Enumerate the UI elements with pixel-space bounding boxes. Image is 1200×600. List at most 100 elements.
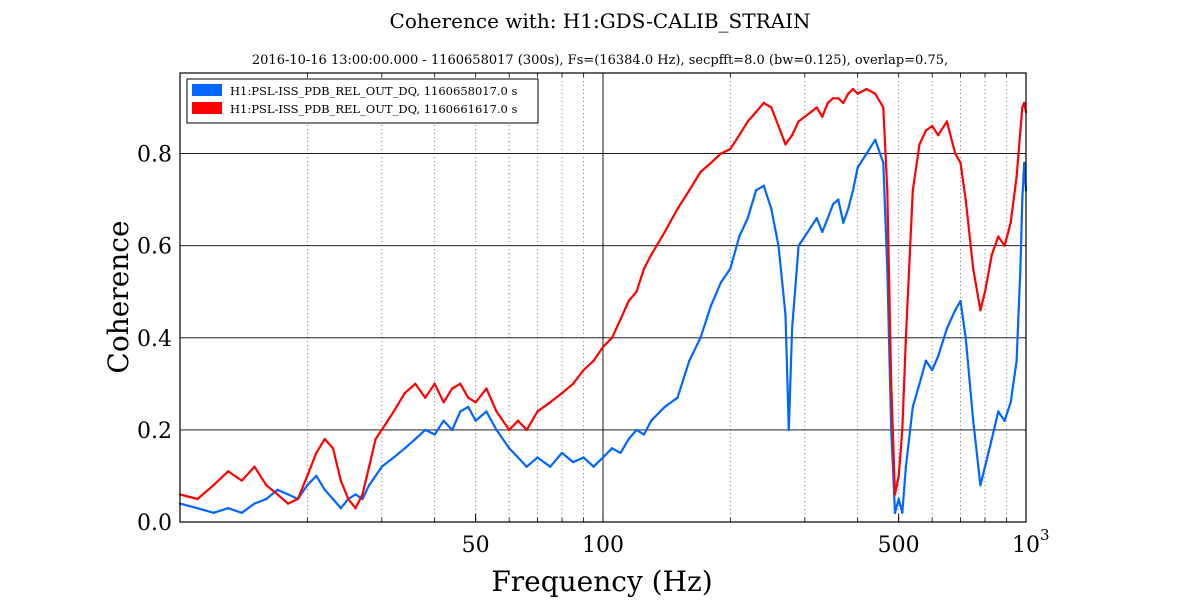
data-point-series-2	[865, 87, 868, 91]
data-point-series-1	[663, 405, 666, 409]
data-point-series-1	[354, 493, 357, 496]
data-point-series-1	[979, 484, 982, 487]
data-point-series-1	[847, 207, 850, 211]
data-point-series-2	[746, 120, 749, 123]
x-tick-label: 500	[878, 533, 920, 558]
axis-ticks: 0.0 0.2 0.4 0.6 0.8 50 100 500 10 3	[137, 73, 1050, 558]
data-point-series-1	[276, 488, 279, 491]
data-point-series-1	[286, 493, 290, 496]
data-point-series-2	[650, 253, 653, 257]
data-point-series-2	[762, 101, 765, 105]
data-point-series-2	[610, 336, 614, 339]
data-point-series-2	[904, 336, 908, 339]
data-point-series-2	[495, 410, 498, 413]
data-point-series-1	[918, 382, 921, 385]
data-point-series-1	[1021, 198, 1024, 201]
data-point-series-1	[196, 507, 199, 510]
data-point-series-1	[442, 419, 445, 422]
data-point-series-1	[729, 267, 732, 270]
data-point-series-1	[688, 359, 691, 362]
data-point-series-2	[754, 110, 758, 114]
data-point-series-2	[296, 497, 300, 501]
legend-label-series-1: H1:PSL-ISS_PDB_REL_OUT_DQ, 1160658017.0 …	[230, 84, 518, 98]
y-tick-label: 0.4	[137, 327, 172, 352]
data-point-series-1	[865, 152, 868, 155]
data-point-series-1	[842, 221, 845, 224]
data-point-series-1	[797, 244, 800, 247]
data-point-series-2	[367, 465, 371, 468]
data-point-series-1	[323, 488, 326, 491]
data-point-series-2	[997, 235, 1000, 238]
data-point-series-1	[592, 465, 595, 468]
data-point-series-1	[331, 497, 335, 501]
data-point-series-1	[508, 447, 511, 450]
data-point-series-2	[240, 479, 243, 482]
data-point-series-2	[851, 87, 855, 91]
data-point-series-2	[676, 207, 679, 211]
data-point-series-1	[414, 437, 417, 441]
data-point-series-2	[893, 493, 897, 496]
data-point-series-1	[1009, 401, 1012, 404]
data-point-series-1	[1022, 161, 1026, 164]
data-point-series-2	[790, 134, 794, 137]
data-point-series-1	[433, 433, 436, 436]
data-point-series-2	[901, 428, 904, 432]
data-point-series-1	[699, 336, 702, 339]
data-point-series-1	[227, 507, 230, 510]
data-point-series-2	[803, 115, 806, 118]
data-point-series-1	[777, 244, 780, 247]
legend-swatch-series-2	[192, 102, 222, 114]
data-point-series-2	[212, 484, 215, 487]
data-point-series-1	[374, 474, 377, 478]
data-point-series-2	[508, 428, 511, 432]
data-point-series-1	[856, 166, 859, 169]
data-point-series-2	[911, 189, 914, 192]
data-point-series-2	[627, 299, 630, 303]
data-point-series-2	[424, 396, 427, 399]
data-point-series-2	[286, 502, 290, 505]
data-point-series-1	[474, 419, 477, 422]
data-point-series-1	[746, 216, 749, 220]
data-point-series-1	[901, 511, 904, 514]
data-point-series-1	[536, 456, 539, 459]
legend-box	[186, 78, 539, 124]
data-point-series-2	[516, 419, 520, 422]
data-point-series-1	[709, 304, 713, 307]
data-point-series-2	[331, 447, 335, 450]
data-point-series-1	[809, 226, 812, 229]
data-point-series-2	[882, 106, 885, 109]
data-point-series-2	[347, 497, 350, 501]
data-point-series-1	[459, 410, 462, 413]
data-point-series-1	[754, 189, 758, 192]
data-point-series-2	[354, 507, 357, 510]
data-point-series-2	[442, 401, 445, 404]
y-tick-label: 0.8	[137, 143, 172, 168]
data-point-series-1	[911, 405, 914, 409]
data-point-series-1	[831, 203, 835, 206]
data-point-series-2	[709, 161, 713, 164]
y-tick-label: 0.2	[137, 419, 172, 444]
data-point-series-1	[571, 460, 575, 464]
data-point-series-1	[650, 419, 653, 422]
data-point-series-1	[904, 465, 908, 468]
data-point-series-2	[635, 290, 638, 293]
data-point-series-2	[831, 97, 835, 100]
data-point-series-2	[688, 189, 691, 192]
data-point-series-1	[339, 507, 342, 510]
data-point-series-1	[367, 484, 371, 487]
data-point-series-1	[240, 511, 243, 514]
data-point-series-1	[392, 456, 395, 459]
data-point-series-1	[821, 230, 824, 234]
data-point-series-1	[972, 419, 975, 422]
data-point-series-2	[265, 484, 268, 487]
data-point-series-2	[738, 134, 741, 137]
data-point-series-2	[663, 230, 666, 234]
data-point-series-2	[699, 170, 702, 174]
data-point-series-1	[467, 405, 470, 409]
data-point-series-2	[323, 437, 326, 441]
data-point-series-1	[361, 497, 364, 501]
data-point-series-1	[997, 410, 1000, 413]
data-point-series-1	[516, 456, 520, 459]
data-point-series-1	[1019, 267, 1022, 270]
